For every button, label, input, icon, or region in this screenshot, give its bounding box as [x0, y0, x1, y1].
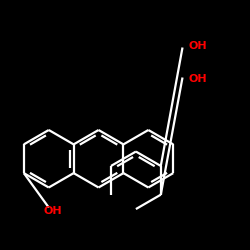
Text: OH: OH: [44, 206, 62, 216]
Text: OH: OH: [189, 41, 208, 51]
Text: OH: OH: [189, 74, 208, 84]
